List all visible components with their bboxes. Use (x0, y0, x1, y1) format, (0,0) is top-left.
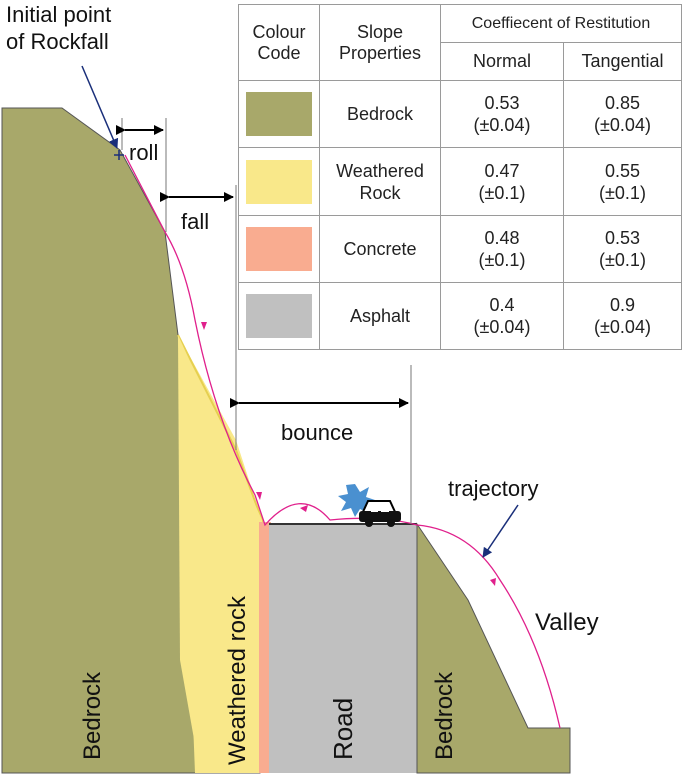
slope-name: Weathered Rock (319, 147, 441, 216)
slope-name: Asphalt (319, 281, 441, 351)
restitution-table: Colour Code Slope Properties Coeffiecent… (238, 3, 682, 351)
car-icon (359, 500, 401, 527)
weathered-rock-label: Weathered rock (224, 595, 251, 765)
header-slope-properties: Slope Properties (319, 3, 441, 82)
table-row: Concrete 0.48 (±0.1) 0.53 (±0.1) (238, 214, 682, 283)
slope-name: Bedrock (319, 80, 441, 149)
trajectory-arrow-1 (201, 322, 207, 330)
table-row: Bedrock 0.53 (±0.04) 0.85 (±0.04) (238, 80, 682, 149)
initial-point-pointer (81, 65, 119, 149)
tangential-value: 0.53 (±0.1) (563, 214, 682, 283)
normal-value: 0.47 (±0.1) (440, 147, 564, 216)
colour-swatch-weathered-rock (246, 159, 312, 204)
tangential-value: 0.85 (±0.04) (563, 80, 682, 149)
initial-point-marker (114, 150, 124, 160)
header-tangential: Tangential (563, 42, 682, 82)
tangential-value: 0.55 (±0.1) (563, 147, 682, 216)
fall-label: fall (181, 209, 209, 234)
trajectory-label: trajectory (448, 476, 538, 501)
swatch-cell (238, 147, 320, 216)
swatch-cell (238, 214, 320, 283)
bedrock-left-label: Bedrock (79, 671, 106, 760)
colour-swatch-asphalt (246, 293, 312, 338)
initial-point-label-line1: Initial point (6, 2, 111, 27)
bounce-label: bounce (281, 420, 353, 445)
normal-value: 0.4 (±0.04) (440, 281, 564, 351)
roll-label: roll (129, 140, 158, 165)
bedrock-right-label: Bedrock (431, 671, 458, 760)
colour-swatch-concrete (246, 226, 312, 271)
table-row: Asphalt 0.4 (±0.04) 0.9 (±0.04) (238, 281, 682, 351)
slope-name: Concrete (319, 214, 441, 283)
initial-point-label-line2: of Rockfall (6, 29, 109, 54)
trajectory-pointer (482, 504, 519, 558)
road-label: Road (328, 698, 358, 760)
road-area (269, 524, 417, 773)
normal-value: 0.48 (±0.1) (440, 214, 564, 283)
normal-value: 0.53 (±0.04) (440, 80, 564, 149)
tangential-value: 0.9 (±0.04) (563, 281, 682, 351)
table-row: Weathered Rock 0.47 (±0.1) 0.55 (±0.1) (238, 147, 682, 216)
trajectory-arrow-2 (256, 492, 262, 500)
header-coefficient: Coeffiecent of Restitution (440, 3, 682, 44)
header-colour-code: Colour Code (238, 3, 320, 82)
swatch-cell (238, 281, 320, 351)
swatch-cell (238, 80, 320, 149)
weathered-rock-fill (178, 335, 262, 773)
bedrock-right-area (416, 522, 571, 774)
concrete-strip (259, 522, 271, 773)
trajectory-path (124, 154, 561, 729)
trajectory-arrow-4 (490, 578, 496, 586)
colour-swatch-bedrock (246, 92, 312, 137)
valley-label: Valley (535, 609, 599, 636)
trajectory-arrow-3 (300, 505, 308, 512)
header-normal: Normal (440, 42, 564, 82)
